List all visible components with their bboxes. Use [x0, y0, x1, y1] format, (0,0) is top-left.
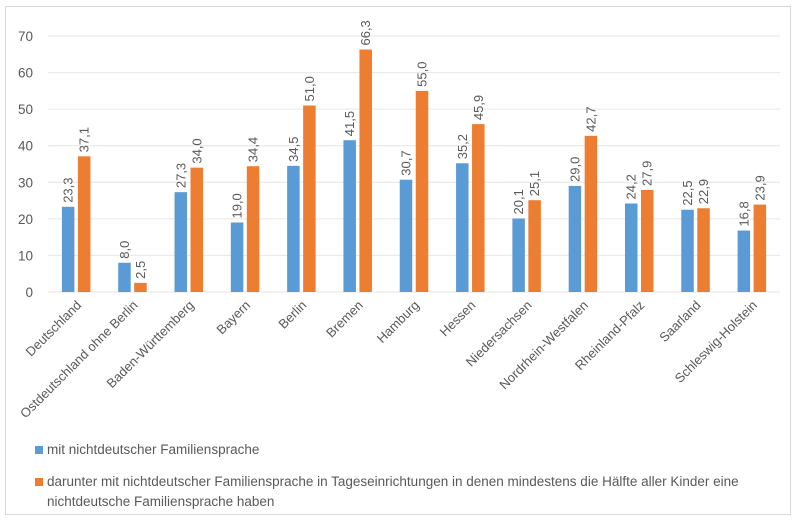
x-tick-label: Bayern [213, 298, 253, 338]
data-label: 51,0 [302, 76, 317, 101]
bar-blue [343, 140, 356, 292]
y-tick-label: 20 [18, 212, 33, 227]
data-label: 22,9 [696, 179, 711, 204]
data-label: 41,5 [342, 111, 357, 136]
data-label: 2,5 [133, 261, 148, 279]
x-tick-label: Berlin [275, 298, 309, 332]
data-label: 23,3 [61, 177, 76, 202]
data-label: 42,7 [583, 107, 598, 132]
data-label: 19,0 [230, 193, 245, 218]
y-tick-label: 10 [18, 248, 33, 263]
y-tick-label: 40 [18, 139, 33, 154]
bar-blue [230, 222, 244, 292]
bar-blue [118, 262, 131, 292]
legend-label: darunter mit nichtdeutscher Familienspra… [47, 474, 739, 509]
legend-label: mit nichtdeutscher Familiensprache [47, 442, 260, 457]
bar-orange [528, 200, 541, 292]
data-label: 34,0 [189, 138, 204, 163]
bar-blue [399, 179, 413, 292]
bar-blue [568, 185, 582, 292]
x-tick-label: Hamburg [374, 298, 422, 346]
data-label: 29,0 [567, 157, 582, 182]
bar-orange [472, 124, 485, 292]
bar-orange [753, 204, 767, 292]
bar-chart: 0 10 20 30 40 50 60 70 23,3 37,1 8,02,5 27,334,0 19… [17, 20, 780, 422]
bar-orange [697, 208, 710, 292]
legend-swatch-orange [35, 478, 43, 486]
bar-blue [287, 165, 300, 292]
data-label: 16,8 [736, 201, 751, 226]
bar-blue [737, 230, 751, 292]
data-label: 27,9 [640, 161, 655, 186]
data-label: 30,7 [399, 150, 414, 175]
bar-blue [624, 203, 638, 292]
data-label: 22,5 [680, 180, 695, 205]
bar-blue [681, 209, 694, 292]
legend-swatch-blue [35, 446, 43, 454]
data-label: 55,0 [415, 62, 430, 87]
x-tick-label: Bremen [323, 298, 366, 341]
data-label: 24,2 [624, 174, 639, 199]
x-tick-label: Ostdeutschland ohne Berlin [17, 298, 141, 422]
x-tick-label: Hessen [437, 298, 479, 340]
x-tick-label: Deutschland [23, 298, 85, 360]
bar-orange [134, 282, 147, 292]
legend: mit nichtdeutscher Familiensprache darun… [35, 440, 775, 524]
y-axis-ticks: 0 10 20 30 40 50 60 70 [18, 29, 33, 300]
data-label: 8,0 [117, 241, 132, 259]
data-label: 23,9 [752, 175, 767, 200]
x-tick-label: Saarland [656, 298, 703, 345]
bar-orange [190, 167, 204, 292]
bar-blue [456, 163, 469, 292]
y-tick-label: 50 [18, 102, 33, 117]
data-label: 37,1 [77, 127, 92, 152]
bar-blue [174, 192, 188, 292]
data-label: 34,5 [286, 137, 301, 162]
data-label: 25,1 [527, 171, 542, 196]
chart-frame [5, 6, 791, 515]
data-label: 45,9 [471, 95, 486, 120]
bar-orange [415, 90, 429, 292]
data-label: 27,3 [173, 163, 188, 188]
bar-orange [303, 105, 316, 292]
y-tick-label: 60 [18, 66, 33, 81]
legend-item-series-1: mit nichtdeutscher Familiensprache [35, 440, 775, 460]
data-label: 20,1 [511, 189, 526, 214]
bar-orange [359, 49, 372, 292]
bar-orange [584, 135, 598, 292]
y-tick-label: 70 [18, 29, 33, 44]
legend-item-series-2: darunter mit nichtdeutscher Familienspra… [35, 472, 775, 512]
data-label: 66,3 [358, 20, 373, 45]
bar-orange [246, 166, 260, 292]
bar-blue [61, 206, 75, 292]
y-tick-label: 30 [18, 175, 33, 190]
bar-orange [640, 189, 654, 292]
y-tick-label: 0 [25, 285, 33, 300]
data-labels: 23,3 37,1 8,02,5 27,334,0 19,0 34,4 34,5 51,0 41… [61, 20, 768, 279]
gridlines [48, 35, 780, 293]
bar-blue [512, 218, 525, 292]
bar-orange [77, 156, 91, 292]
data-label: 34,4 [246, 137, 261, 162]
data-label: 35,2 [455, 134, 470, 159]
bars [61, 49, 767, 292]
